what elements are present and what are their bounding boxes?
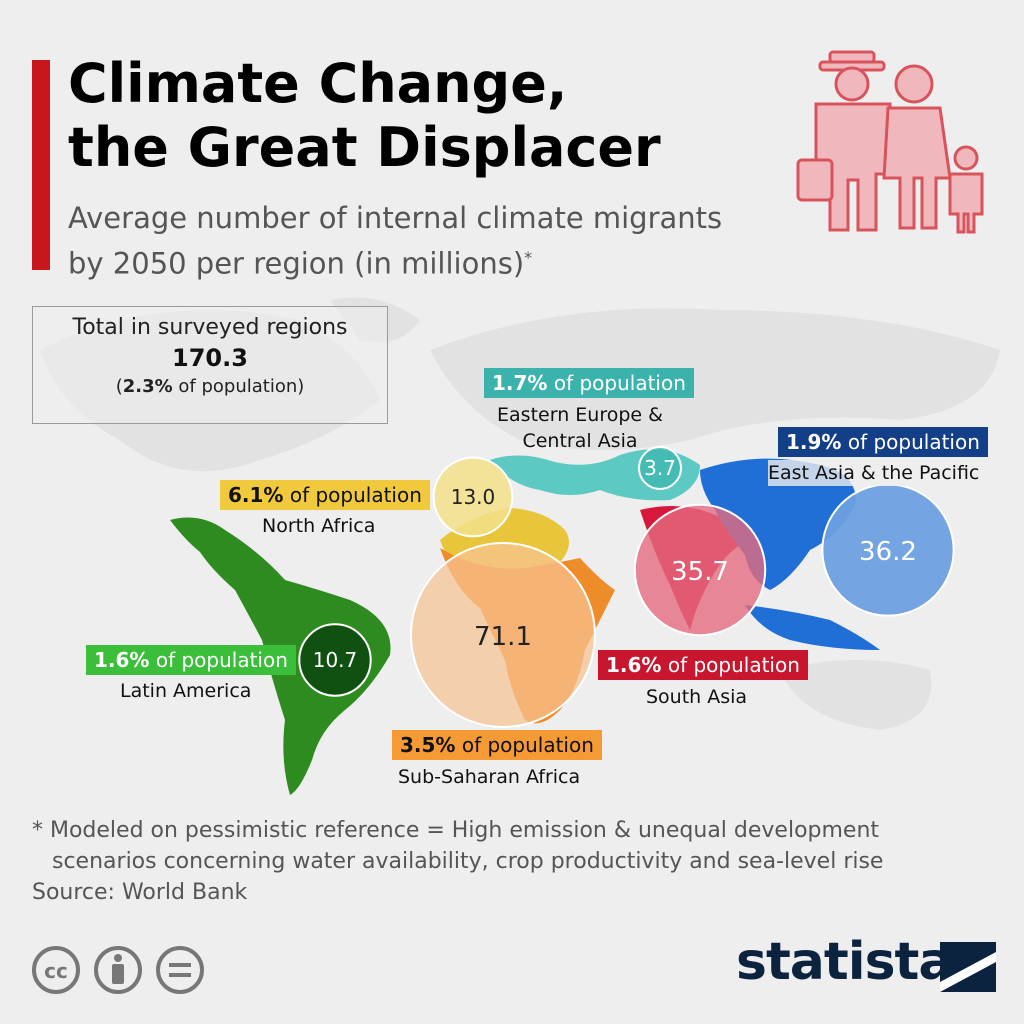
region-name-sasia: South Asia bbox=[646, 686, 748, 708]
cc-license-icon[interactable]: cc bbox=[32, 946, 80, 994]
bubble-nafrica bbox=[432, 456, 514, 538]
bubble-label-sasia: 35.7 bbox=[671, 557, 729, 587]
bubble-sasia bbox=[633, 503, 767, 637]
statista-logo-mark-icon bbox=[940, 942, 996, 992]
subtitle-asterisk: * bbox=[524, 248, 533, 267]
bubble-label-latam: 10.7 bbox=[313, 648, 358, 672]
total-pct: (2.3% of population) bbox=[115, 376, 305, 397]
pop-tag-latam: 1.6% of population bbox=[86, 645, 296, 675]
bubble-eeca bbox=[638, 446, 682, 490]
title-line2: the Great Displacer bbox=[68, 116, 661, 179]
page-subtitle: Average number of internal climate migra… bbox=[68, 198, 788, 284]
subtitle-line2: by 2050 per region (in millions) bbox=[68, 246, 525, 281]
title-line1: Climate Change, bbox=[68, 52, 568, 115]
bubble-label-ssa: 71.1 bbox=[474, 622, 532, 652]
footnote: * Modeled on pessimistic reference = Hig… bbox=[32, 815, 883, 877]
accent-bar bbox=[32, 60, 50, 270]
pop-tag-nafrica: 6.1% of population bbox=[220, 480, 430, 510]
footnote-line1: * Modeled on pessimistic reference = Hig… bbox=[32, 818, 880, 843]
bubble-latam bbox=[298, 623, 372, 697]
pop-tag-eap: 1.9% of population bbox=[778, 427, 988, 457]
migrant-family-icon bbox=[796, 50, 984, 234]
world-map: 10.7 13.0 71.1 3.7 35.7 36.2 bbox=[40, 297, 1000, 795]
no-derivatives-icon[interactable] bbox=[156, 946, 204, 994]
bubble-label-nafrica: 13.0 bbox=[451, 485, 496, 509]
total-label: Total in surveyed regions bbox=[72, 315, 348, 340]
page-title: Climate Change, the Great Displacer bbox=[68, 52, 708, 180]
attribution-icon[interactable] bbox=[94, 946, 142, 994]
bubble-label-eap: 36.2 bbox=[859, 537, 917, 567]
region-name-latam: Latin America bbox=[120, 680, 252, 702]
subtitle-line1: Average number of internal climate migra… bbox=[68, 201, 723, 235]
bubble-ssa bbox=[410, 542, 596, 728]
pop-tag-eeca: 1.7% of population bbox=[484, 368, 694, 398]
pop-tag-ssa: 3.5% of population bbox=[392, 730, 602, 760]
total-summary-box: Total in surveyed regions 170.3 (2.3% of… bbox=[32, 306, 388, 424]
footnote-line2: scenarios concerning water availability,… bbox=[52, 849, 884, 874]
region-name-ssa: Sub-Saharan Africa bbox=[398, 766, 581, 788]
bubble-label-eeca: 3.7 bbox=[644, 456, 676, 480]
source-text: Source: World Bank bbox=[32, 880, 248, 905]
svg-text:cc: cc bbox=[44, 959, 68, 983]
region-name-eap: East Asia & the Pacific bbox=[768, 460, 980, 486]
total-value: 170.3 bbox=[172, 344, 248, 372]
license-icons: cc bbox=[32, 946, 204, 994]
pop-tag-sasia: 1.6% of population bbox=[598, 650, 808, 680]
region-shape-eap bbox=[700, 458, 880, 650]
statista-logo[interactable]: statista bbox=[736, 932, 953, 992]
region-name-eeca: Eastern Europe & Central Asia bbox=[497, 404, 663, 452]
region-name-nafrica: North Africa bbox=[262, 515, 376, 537]
